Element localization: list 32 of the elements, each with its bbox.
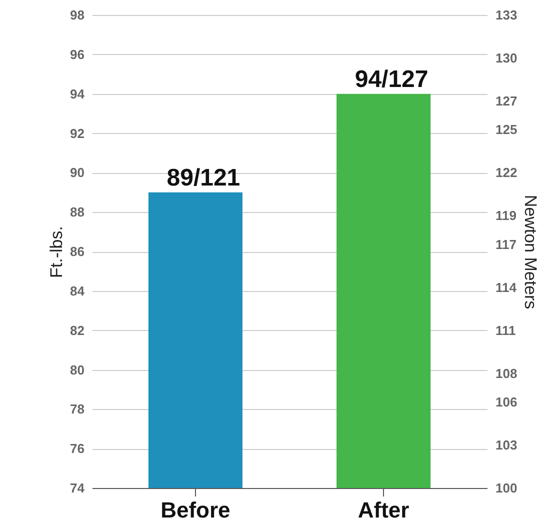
y-tick-label: 94 — [70, 86, 86, 102]
y-tick-label: 92 — [70, 126, 84, 141]
y-tick-label: 78 — [70, 402, 84, 417]
y2-tick-label: 122 — [496, 165, 518, 180]
y2-tick-label: 130 — [496, 50, 518, 66]
y-tick-label: 86 — [70, 244, 84, 259]
y2-tick-label: 125 — [496, 122, 518, 138]
y-tick-label: 88 — [70, 204, 84, 220]
y-tick-label: 90 — [70, 165, 84, 180]
y-tick-label: 82 — [70, 322, 84, 338]
x-tick-label: After — [358, 498, 410, 522]
y-tick-label: 76 — [70, 441, 84, 456]
y2-tick-label: 114 — [496, 280, 518, 295]
y-tick-label: 98 — [70, 8, 84, 22]
y2-tick-label: 111 — [496, 322, 516, 338]
y2-tick-label: 100 — [496, 480, 518, 496]
data-label: 94/127 — [354, 66, 428, 93]
y-tick-label: 96 — [70, 46, 84, 62]
y2-tick-label: 127 — [496, 94, 518, 108]
y2-tick-label: 108 — [496, 366, 518, 381]
y2-tick-label: 133 — [496, 8, 518, 22]
data-label: 89/121 — [166, 164, 240, 192]
y-tick-label: 80 — [70, 362, 84, 378]
y2-tick-label: 106 — [496, 394, 518, 410]
y-axis-title: Ft.-lbs. — [47, 226, 66, 278]
x-tick-label: Before — [160, 498, 230, 522]
y2-tick-label: 117 — [496, 236, 516, 252]
y-tick-label: 74 — [70, 480, 86, 496]
y2-tick-label: 103 — [496, 438, 518, 452]
y2-tick-label: 119 — [496, 208, 516, 224]
y-tick-label: 84 — [70, 283, 86, 298]
y2-axis-title: Newton Meters — [521, 194, 540, 310]
